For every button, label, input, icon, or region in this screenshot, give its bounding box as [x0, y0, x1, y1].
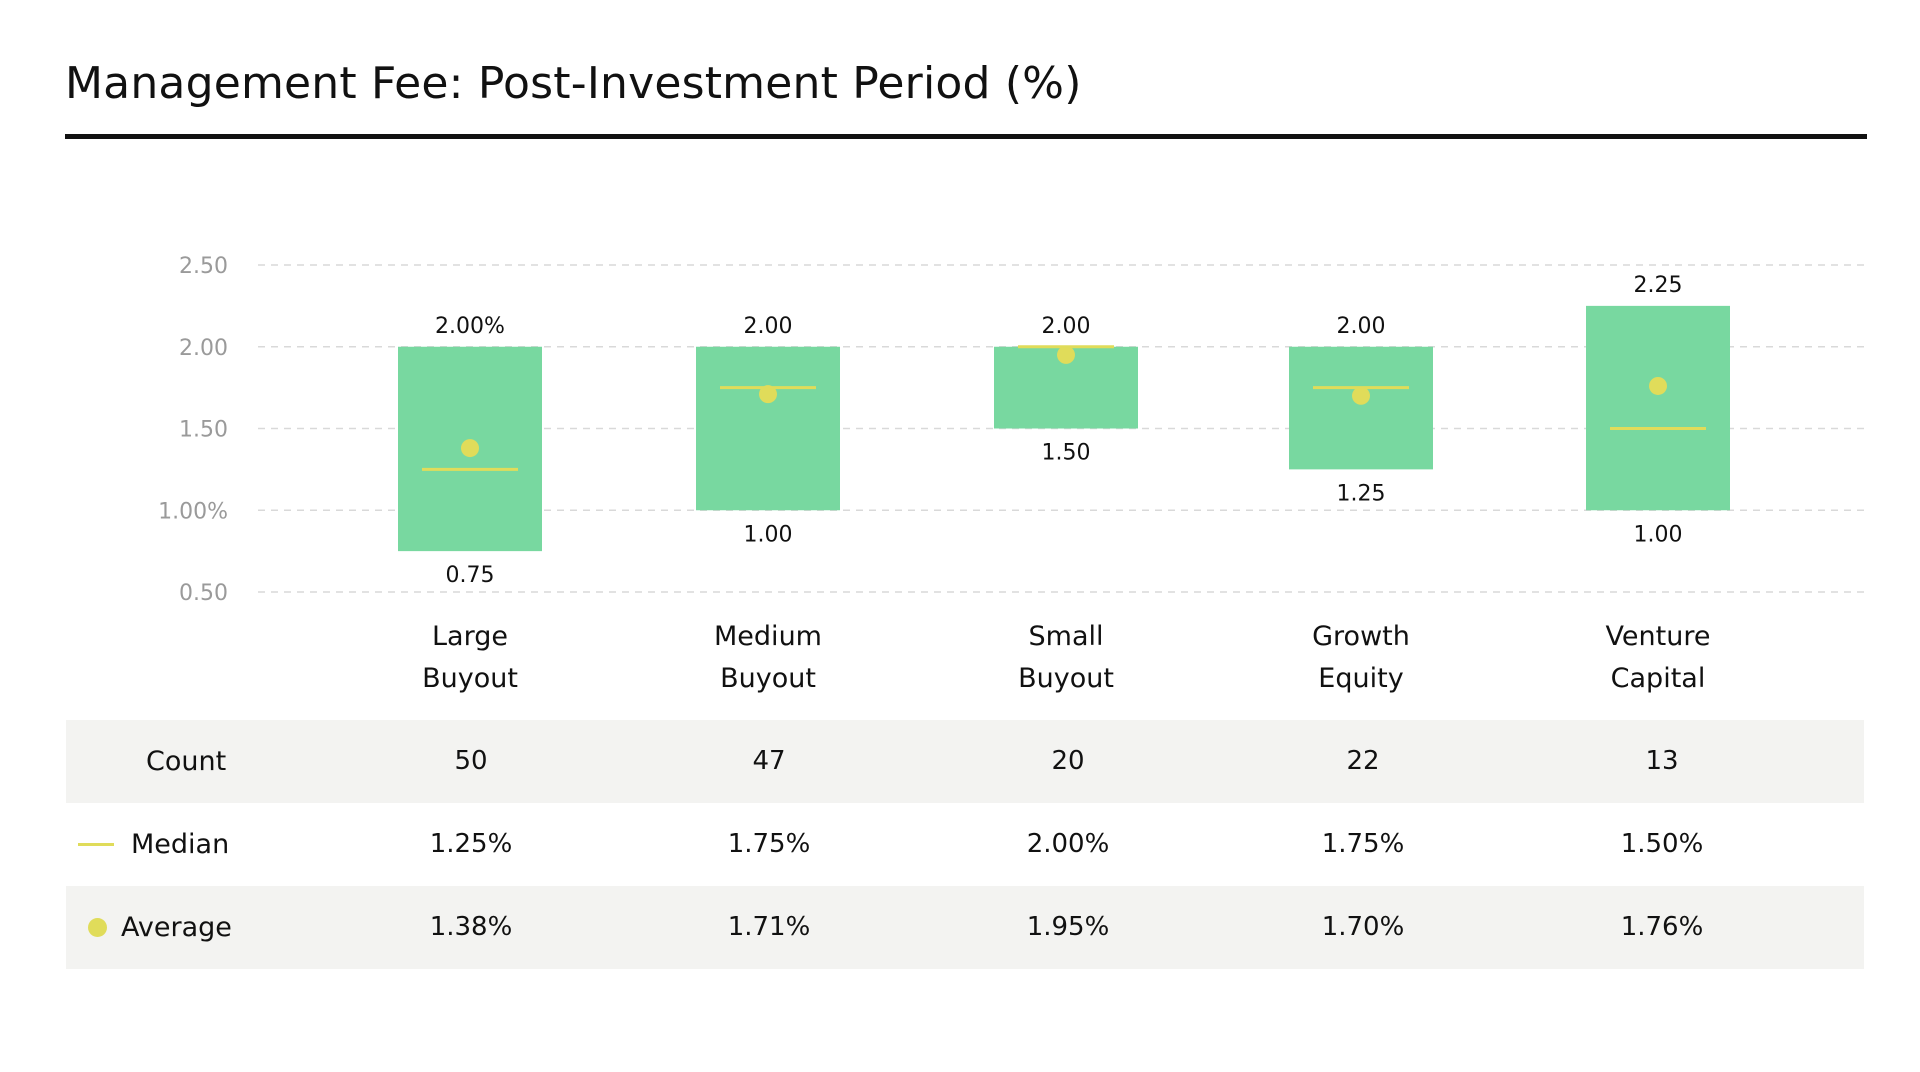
category-label: Venture Capital — [1548, 616, 1768, 700]
average-row-label: Average — [121, 912, 232, 943]
high-value-label: 2.25 — [1634, 273, 1683, 298]
box-chart: 2.50 2.00 1.50 1.00% 0.50 2.00% 0.75 2.00 1.00 2.… — [158, 254, 1865, 606]
low-value-label: 1.00 — [744, 522, 793, 547]
y-tick-label: 1.50 — [179, 418, 228, 443]
low-value-label: 1.00 — [1634, 522, 1683, 547]
median-legend-swatch — [78, 843, 114, 846]
category-label: Medium Buyout — [658, 616, 878, 700]
category-label-line: Equity — [1318, 663, 1404, 694]
average-dot — [1057, 345, 1075, 364]
low-value-label: 1.50 — [1042, 441, 1091, 466]
category-label: Growth Equity — [1251, 616, 1471, 700]
category-label: Small Buyout — [956, 616, 1176, 700]
title-rule — [65, 134, 1867, 139]
count-cell: 22 — [1346, 746, 1380, 776]
average-cell: 1.76% — [1620, 912, 1704, 942]
category-label-line: Buyout — [1018, 663, 1114, 694]
count-cell: 50 — [454, 746, 488, 776]
category-label: Large Buyout — [360, 616, 580, 700]
median-row-label: Median — [131, 829, 230, 860]
category-label-line: Small — [1028, 621, 1104, 652]
category-label-line: Buyout — [720, 663, 816, 694]
count-row-label: Count — [146, 746, 227, 777]
count-cell: 13 — [1645, 746, 1679, 776]
average-dot — [461, 439, 479, 458]
median-cell: 1.25% — [429, 829, 513, 859]
range-box — [1289, 346, 1433, 470]
average-row: Average 1.38% 1.71% 1.95% 1.70% 1.76% — [66, 886, 1864, 969]
category-label-line: Buyout — [422, 663, 518, 694]
chart-title: Management Fee: Post-Investment Period (… — [65, 58, 1082, 109]
average-dot — [1352, 386, 1370, 405]
median-row: Median 1.25% 1.75% 2.00% 1.75% 1.50% — [66, 803, 1864, 886]
low-value-label: 1.25 — [1337, 481, 1386, 506]
count-cell: 20 — [1051, 746, 1085, 776]
category-label-line: Large — [432, 621, 508, 652]
average-legend-swatch — [88, 918, 107, 937]
stats-table: Count 50 47 20 22 13 Median 1.25% 1.75% … — [66, 720, 1864, 969]
high-value-label: 2.00 — [1042, 314, 1091, 339]
average-cell: 1.71% — [727, 912, 811, 942]
average-cell: 1.70% — [1321, 912, 1405, 942]
median-cell: 1.50% — [1620, 829, 1704, 859]
high-value-label: 2.00 — [744, 314, 793, 339]
average-cell: 1.38% — [429, 912, 513, 942]
category-label-line: Capital — [1610, 663, 1706, 694]
y-tick-label: 1.00% — [158, 499, 228, 524]
average-dot — [759, 385, 777, 404]
category-label-line: Venture — [1605, 621, 1711, 652]
y-tick-label: 2.00 — [179, 336, 228, 361]
low-value-label: 0.75 — [446, 563, 495, 588]
category-label-line: Growth — [1312, 621, 1410, 652]
high-value-label: 2.00% — [435, 314, 505, 339]
range-box — [1586, 305, 1730, 511]
median-cell: 1.75% — [727, 829, 811, 859]
high-value-label: 2.00 — [1337, 314, 1386, 339]
median-cell: 1.75% — [1321, 829, 1405, 859]
y-tick-label: 2.50 — [179, 254, 228, 279]
average-cell: 1.95% — [1026, 912, 1110, 942]
range-box — [696, 346, 840, 511]
average-dot — [1649, 376, 1667, 395]
y-tick-label: 0.50 — [179, 581, 228, 606]
count-row: Count 50 47 20 22 13 — [66, 720, 1864, 803]
count-cell: 47 — [752, 746, 786, 776]
category-label-line: Medium — [714, 621, 822, 652]
median-cell: 2.00% — [1026, 829, 1110, 859]
